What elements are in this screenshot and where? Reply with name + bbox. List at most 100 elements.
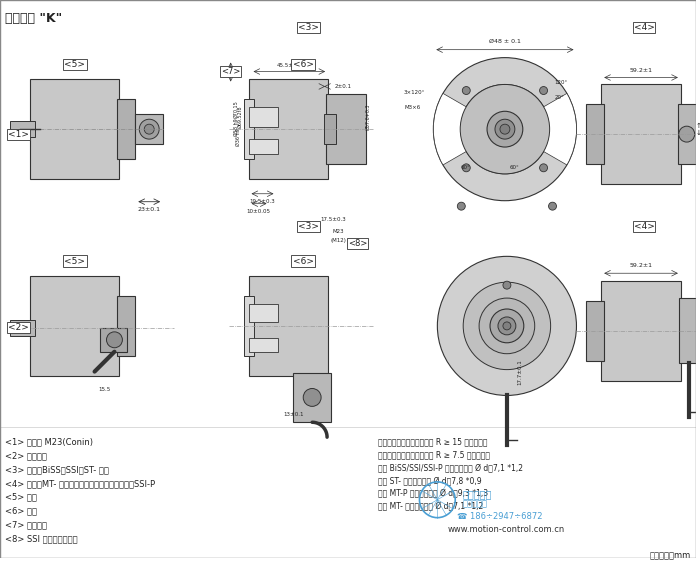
Circle shape — [457, 202, 466, 210]
Bar — [601, 281, 681, 380]
Text: 自动化传动: 自动化传动 — [462, 500, 487, 509]
Bar — [244, 296, 253, 356]
Text: 17.5±0.3: 17.5±0.3 — [320, 216, 346, 221]
Bar — [324, 114, 336, 144]
Text: ☎ 186÷2947÷6872: ☎ 186÷2947÷6872 — [457, 511, 542, 520]
Text: 59.2±1: 59.2±1 — [629, 263, 652, 268]
Circle shape — [503, 322, 511, 330]
Text: 尺寸单位：mm: 尺寸单位：mm — [650, 551, 691, 560]
Text: ↑
↓: ↑ ↓ — [696, 123, 700, 135]
Text: <6>: <6> — [293, 60, 314, 69]
Circle shape — [679, 126, 694, 142]
Bar — [118, 99, 135, 159]
Bar — [248, 338, 279, 352]
Bar — [118, 296, 135, 356]
Circle shape — [540, 87, 547, 94]
Text: 3×120°: 3×120° — [404, 90, 426, 96]
Text: <4> 接口；MT- 并行（仅适用电缆）、现场总线、SSI-P: <4> 接口；MT- 并行（仅适用电缆）、现场总线、SSI-P — [5, 479, 155, 488]
Text: <2>: <2> — [8, 323, 29, 332]
Text: 45.5±0.3: 45.5±0.3 — [276, 62, 302, 67]
Text: 20°: 20° — [554, 96, 564, 101]
Circle shape — [490, 309, 524, 343]
Text: (M12): (M12) — [330, 238, 346, 243]
Text: 使用 ST- 接口时的电缆 Ø d：7,8 *0,9: 使用 ST- 接口时的电缆 Ø d：7,8 *0,9 — [378, 476, 482, 485]
Text: <5>: <5> — [64, 257, 85, 266]
Text: M23: M23 — [332, 229, 344, 234]
Text: Ø69.52f8: Ø69.52f8 — [237, 106, 243, 129]
Bar — [248, 304, 279, 322]
Bar — [10, 121, 35, 137]
Text: 120°: 120° — [554, 80, 568, 85]
Circle shape — [460, 84, 550, 174]
Circle shape — [549, 202, 557, 210]
Bar — [678, 105, 696, 164]
Circle shape — [495, 119, 515, 139]
Bar — [135, 114, 163, 144]
Bar — [587, 301, 604, 361]
Circle shape — [462, 164, 470, 172]
Circle shape — [479, 298, 535, 353]
Circle shape — [433, 58, 577, 201]
Text: Ø36 h9: Ø36 h9 — [236, 128, 241, 146]
Wedge shape — [433, 93, 505, 165]
Bar — [601, 84, 681, 184]
Text: <3>: <3> — [298, 23, 318, 33]
Circle shape — [462, 87, 470, 94]
Bar — [99, 328, 127, 352]
Circle shape — [500, 124, 510, 134]
Circle shape — [487, 111, 523, 147]
Text: <8>: <8> — [348, 239, 368, 248]
Text: 15.5: 15.5 — [99, 387, 111, 392]
Circle shape — [438, 256, 577, 396]
Text: 17.7±0.1: 17.7±0.1 — [517, 360, 522, 386]
Text: <3>: <3> — [298, 222, 318, 231]
Bar — [244, 99, 253, 159]
Bar — [587, 105, 604, 164]
Text: 60°: 60° — [461, 165, 470, 170]
Text: <3> 接口；BiSS、SSI、ST- 并行: <3> 接口；BiSS、SSI、ST- 并行 — [5, 465, 109, 474]
Text: <4>: <4> — [634, 222, 654, 231]
Circle shape — [487, 111, 523, 147]
Circle shape — [475, 99, 535, 159]
Bar — [248, 79, 328, 179]
Bar — [679, 298, 696, 362]
Text: 使用 BiSS/SSI/SSI-P 接口时的电缆 Ø d：7,1 *1,2: 使用 BiSS/SSI/SSI-P 接口时的电缆 Ø d：7,1 *1,2 — [378, 463, 523, 472]
Text: Ø57.6+0.3: Ø57.6+0.3 — [366, 104, 371, 130]
Text: 使用 MT- 接口时的电缆 Ø d：7,1 *1,2: 使用 MT- 接口时的电缆 Ø d：7,1 *1,2 — [378, 502, 483, 511]
Text: <2> 连接电缆: <2> 连接电缆 — [5, 451, 47, 460]
Bar — [326, 94, 366, 164]
Text: 固定安装时的电缆弯曲半径 R ≥ 7.5 倍电缆直径: 固定安装时的电缆弯曲半径 R ≥ 7.5 倍电缆直径 — [378, 450, 490, 459]
Text: 60°: 60° — [510, 165, 519, 170]
Text: <8> SSI 可选括号内的值: <8> SSI 可选括号内的值 — [5, 534, 78, 543]
Circle shape — [540, 164, 547, 172]
Text: 59.2±1: 59.2±1 — [629, 67, 652, 72]
Text: 弹性安装时的电缆弯曲半径 R ≥ 15 倍电缆直径: 弹性安装时的电缆弯曲半径 R ≥ 15 倍电缆直径 — [378, 437, 487, 446]
Text: Ø48 ± 0.1: Ø48 ± 0.1 — [489, 39, 521, 44]
Text: <5> 轴向: <5> 轴向 — [5, 493, 37, 502]
Circle shape — [460, 84, 550, 174]
Circle shape — [498, 317, 516, 335]
Text: 使用 MT-P 接口时的电缆 Ø d：9,3 *1,3: 使用 MT-P 接口时的电缆 Ø d：9,3 *1,3 — [378, 489, 488, 498]
Text: <7>: <7> — [221, 67, 240, 76]
Text: 19.5±0.3: 19.5±0.3 — [250, 199, 275, 203]
Bar — [293, 373, 331, 422]
Bar — [30, 79, 120, 179]
Bar — [10, 320, 35, 336]
Text: <7> 二者选一: <7> 二者选一 — [5, 520, 47, 529]
Text: 13±0.1: 13±0.1 — [283, 413, 304, 418]
Circle shape — [303, 388, 321, 406]
Bar — [248, 139, 279, 154]
Text: 夹紧法兰 "K": 夹紧法兰 "K" — [5, 12, 62, 25]
Text: <5>: <5> — [64, 60, 85, 69]
Circle shape — [139, 119, 159, 139]
Text: Ø70.15: Ø70.15 — [234, 101, 239, 118]
Text: M3×6: M3×6 — [404, 105, 421, 110]
Text: 西安德伍拓: 西安德伍拓 — [462, 489, 491, 499]
Bar — [30, 276, 120, 375]
Text: <4>: <4> — [634, 23, 654, 33]
Text: <1> 连接器 M23(Conin): <1> 连接器 M23(Conin) — [5, 437, 93, 446]
Circle shape — [503, 281, 511, 289]
Bar — [248, 107, 279, 127]
Text: Ø58 h9: Ø58 h9 — [234, 119, 239, 136]
Text: <6>: <6> — [293, 257, 314, 266]
